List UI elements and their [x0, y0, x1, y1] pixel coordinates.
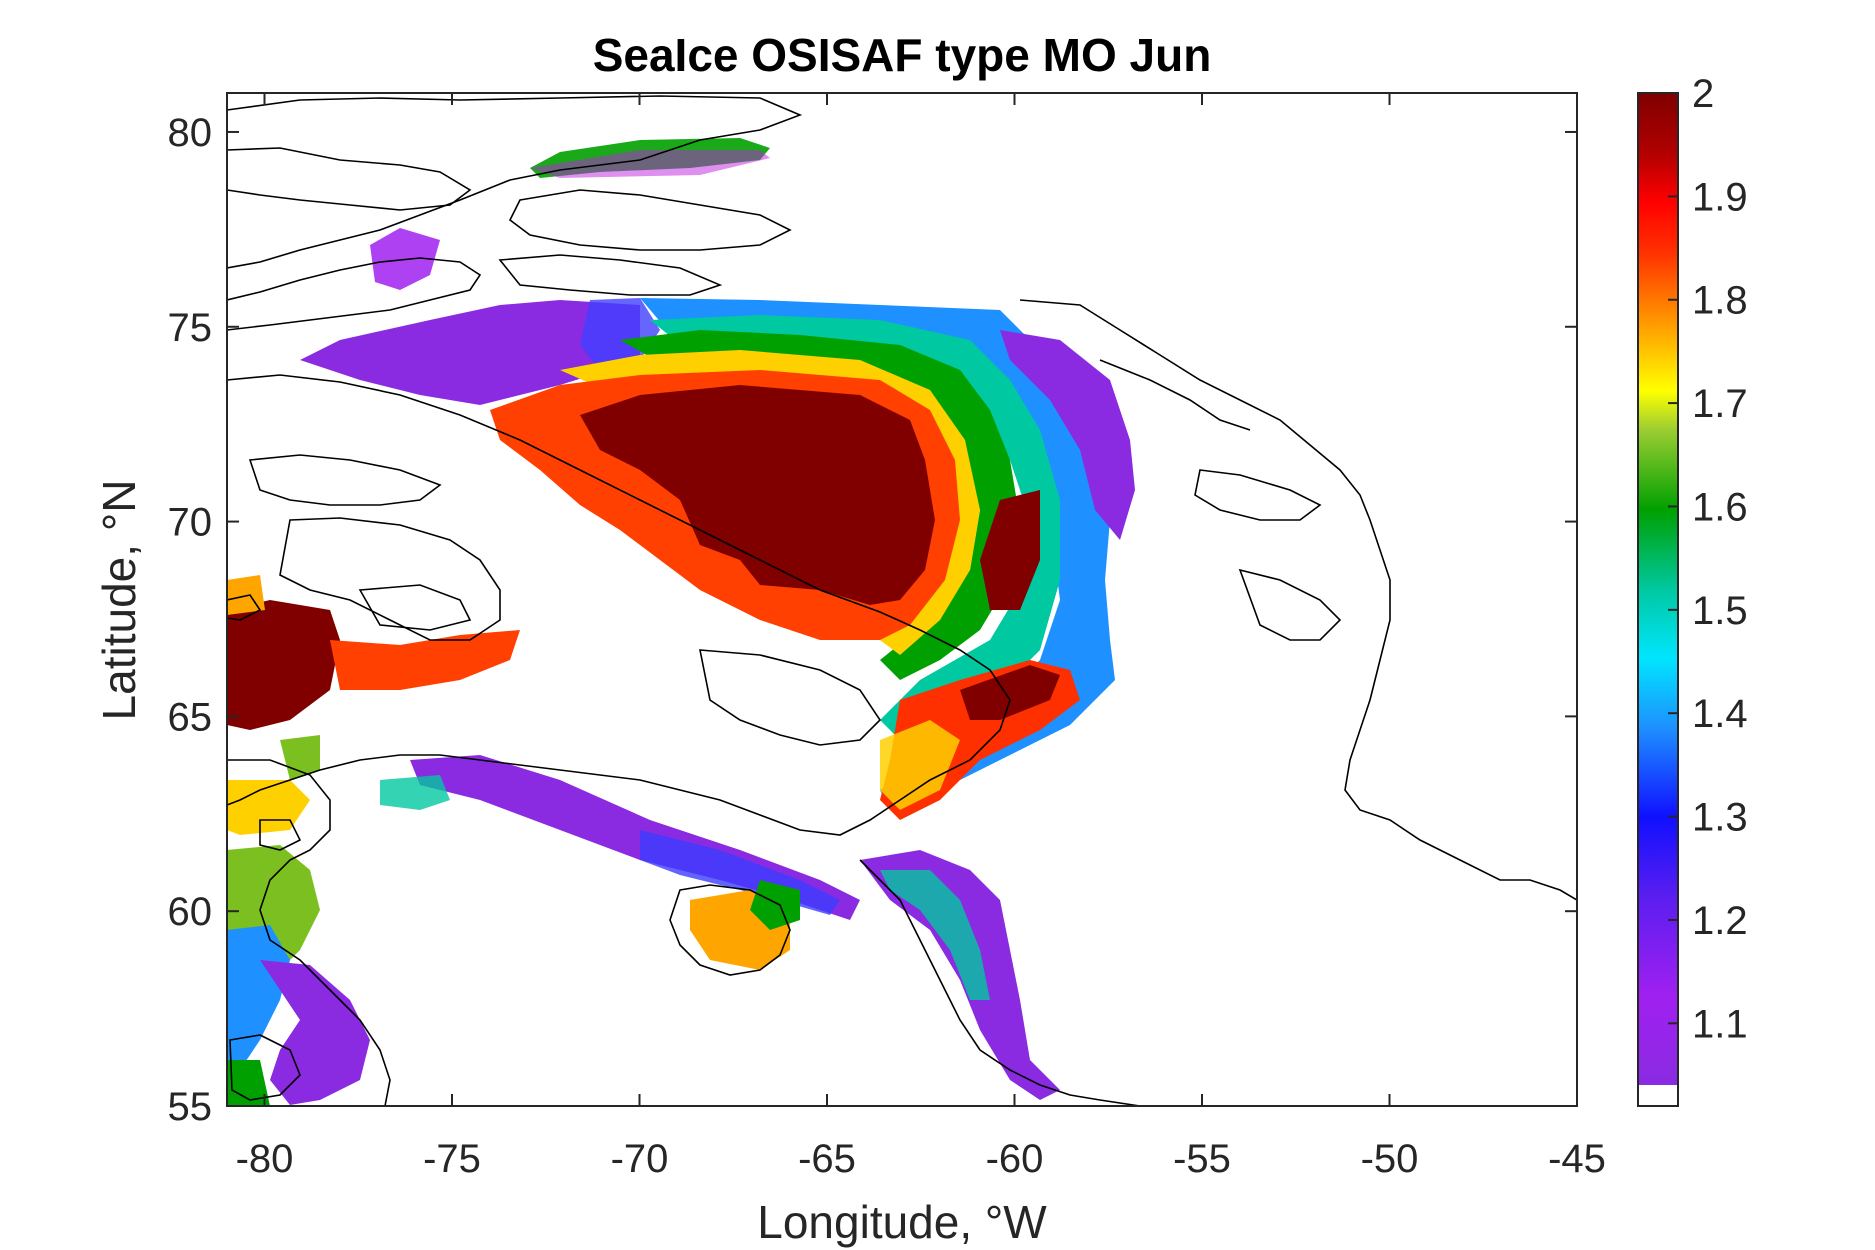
- chart-title: SeaIce OSISAF type MO Jun: [593, 29, 1212, 81]
- region-hudson-green: [280, 735, 320, 780]
- region-hudson-yellow-2: [227, 780, 310, 835]
- region-baffin-purple-east: [1000, 330, 1135, 540]
- y-tick-label: 70: [168, 501, 213, 545]
- colorbar-tick-label: 1.3: [1692, 796, 1748, 840]
- colorbar-ticks: 1.1 1.2 1.3 1.4 1.5 1.6 1.7 1.8 1.9 2: [1668, 72, 1748, 1046]
- region-hudson-ne-patch: [380, 775, 450, 810]
- region-hudson-west-red: [330, 630, 520, 690]
- colorbar-tick-label: 2: [1692, 72, 1714, 116]
- x-tick-label: -45: [1548, 1137, 1606, 1181]
- colorbar-tick-label: 1.5: [1692, 589, 1748, 633]
- x-tick-label: -65: [798, 1137, 856, 1181]
- colorbar-tick-label: 1.6: [1692, 485, 1748, 529]
- colorbar-tick-label: 1.7: [1692, 382, 1748, 426]
- x-tick-label: -75: [423, 1137, 481, 1181]
- region-lancaster-sound: [300, 300, 640, 405]
- y-tick-label: 65: [168, 695, 213, 739]
- x-tick-label: -55: [1173, 1137, 1231, 1181]
- y-axis-label: Latitude, °N: [93, 480, 145, 721]
- x-tick-label: -60: [986, 1137, 1044, 1181]
- region-nares-edge: [530, 150, 770, 178]
- region-labrador-yellow: [880, 720, 960, 810]
- map-area: [227, 95, 1577, 1106]
- y-tick-label: 75: [168, 306, 213, 350]
- colorbar-frame: [1637, 92, 1679, 1107]
- colorbar-tick-label: 1.4: [1692, 692, 1748, 736]
- x-tick-label: -70: [611, 1137, 669, 1181]
- region-james-bay: [260, 960, 370, 1105]
- region-lancaster-blue: [580, 298, 660, 370]
- region-ungava-green: [750, 880, 800, 930]
- y-tick-label: 80: [168, 111, 213, 155]
- region-labrador-core: [960, 665, 1060, 720]
- colorbar: 1.1 1.2 1.3 1.4 1.5 1.6 1.7 1.8 1.9 2: [1637, 72, 1748, 1107]
- x-tick-label: -80: [236, 1137, 294, 1181]
- x-axis-label: Longitude, °W: [757, 1196, 1047, 1248]
- region-hudson-sw: [227, 1060, 270, 1106]
- y-tick-label: 55: [168, 1085, 213, 1129]
- colorbar-tick-label: 1.1: [1692, 1002, 1748, 1046]
- sea-ice-regions: [227, 138, 1135, 1106]
- coastlines: [227, 95, 1577, 1106]
- colorbar-tick-label: 1.2: [1692, 899, 1748, 943]
- region-hudson-west-yellow: [227, 575, 265, 615]
- colorbar-nodata-swatch: [1638, 1090, 1678, 1106]
- region-baffin-core-2: [980, 490, 1040, 610]
- y-tick-label: 60: [168, 890, 213, 934]
- y-axis: 55 60 65 70 75 80: [168, 111, 1577, 1129]
- region-hudson-west: [227, 600, 340, 730]
- colorbar-gradient: [1638, 93, 1678, 1085]
- plot-frame: [226, 92, 1578, 1107]
- region-baffin-core: [580, 385, 935, 605]
- colorbar-tick-label: 1.9: [1692, 175, 1748, 219]
- region-labrador-shelf-cyan: [880, 870, 990, 1000]
- colorbar-tick-label: 1.8: [1692, 279, 1748, 323]
- x-axis: -80 -75 -70 -65 -60 -55 -50 -45: [236, 93, 1606, 1181]
- x-tick-label: -50: [1361, 1137, 1419, 1181]
